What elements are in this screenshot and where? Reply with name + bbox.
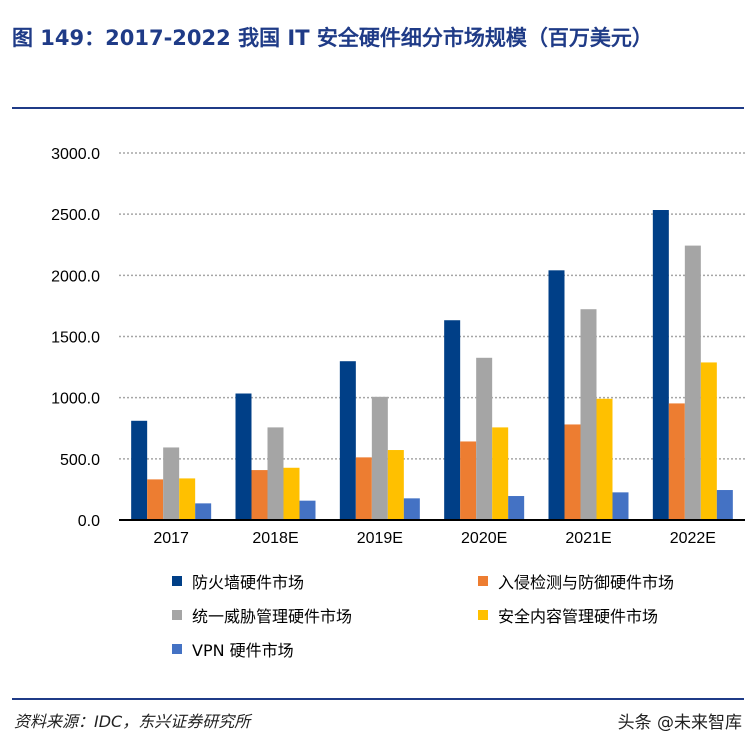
bar-2022E-3 — [700, 362, 717, 520]
watermark: 头条 @未来智库 — [617, 713, 742, 733]
legend-swatch — [478, 610, 488, 620]
legend-swatch — [478, 576, 488, 586]
bar-2018E-3 — [283, 467, 300, 520]
y-tick-label: 0.0 — [78, 513, 100, 530]
bar-2018E-4 — [299, 500, 316, 520]
legend-swatch — [172, 644, 182, 654]
legend-label: 入侵检测与防御硬件市场 — [498, 573, 675, 592]
bar-2019E-4 — [403, 498, 420, 520]
legend-item: 安全内容管理硬件市场 — [478, 603, 658, 627]
bar-2021E-4 — [612, 492, 629, 520]
legend-swatch — [172, 610, 182, 620]
legend-label: 安全内容管理硬件市场 — [498, 607, 659, 626]
legend-label: 防火墙硬件市场 — [192, 573, 305, 592]
bar-2019E-1 — [355, 457, 372, 520]
legend-label: 统一威胁管理硬件市场 — [192, 607, 353, 626]
bar-2017-3 — [179, 478, 196, 520]
x-tick-label: 2022E — [670, 530, 716, 547]
bar-2022E-1 — [668, 403, 685, 520]
bar-2020E-4 — [508, 496, 525, 520]
title-divider — [12, 107, 744, 109]
x-tick-label: 2019E — [357, 530, 403, 547]
bar-2021E-1 — [564, 424, 581, 520]
bar-2022E-0 — [652, 210, 669, 521]
legend-item: 防火墙硬件市场 — [172, 569, 304, 593]
bar-2018E-2 — [267, 427, 284, 520]
y-tick-label: 2000.0 — [51, 268, 100, 285]
x-tick-label: 2020E — [461, 530, 507, 547]
bar-2017-0 — [131, 420, 148, 520]
bar-2021E-3 — [596, 398, 613, 520]
bar-2021E-2 — [580, 309, 597, 520]
legend-item: 入侵检测与防御硬件市场 — [478, 569, 674, 593]
legend-item: 统一威胁管理硬件市场 — [172, 603, 352, 627]
bar-2021E-0 — [548, 270, 565, 520]
bar-2022E-2 — [684, 245, 701, 521]
y-tick-label: 3000.0 — [51, 146, 100, 163]
source-note: 资料来源：IDC，东兴证券研究所 — [14, 712, 251, 731]
footer-divider — [12, 698, 744, 700]
x-tick-label: 2021E — [565, 530, 611, 547]
legend-item: VPN 硬件市场 — [172, 637, 294, 661]
y-tick-label: 1000.0 — [51, 391, 100, 408]
x-tick-label: 2017 — [153, 530, 189, 547]
y-tick-label: 1500.0 — [51, 330, 100, 347]
bar-2017-2 — [163, 447, 180, 520]
bar-2020E-3 — [492, 427, 509, 520]
bar-2018E-1 — [251, 470, 268, 520]
bar-2019E-0 — [339, 361, 356, 520]
y-tick-label: 2500.0 — [51, 207, 100, 224]
legend-label: VPN 硬件市场 — [192, 641, 294, 660]
bar-2018E-0 — [235, 393, 252, 520]
x-tick-label: 2018E — [252, 530, 298, 547]
bar-2019E-3 — [387, 450, 404, 520]
legend-swatch — [172, 576, 182, 586]
bar-2020E-1 — [460, 441, 477, 520]
bar-chart: 0.0 500.0 1000.0 1500.0 2000.0 2500.0 3000.0 20… — [51, 146, 745, 547]
bar-2020E-0 — [444, 320, 461, 520]
bar-2019E-2 — [371, 396, 388, 520]
bar-2017-1 — [147, 479, 164, 520]
figure-title: 图 149：2017-2022 我国 IT 安全硬件细分市场规模（百万美元） — [12, 26, 653, 50]
bar-2022E-4 — [716, 490, 733, 520]
bar-2020E-2 — [476, 357, 493, 520]
y-tick-label: 500.0 — [60, 452, 100, 469]
bar-2017-4 — [195, 503, 212, 520]
